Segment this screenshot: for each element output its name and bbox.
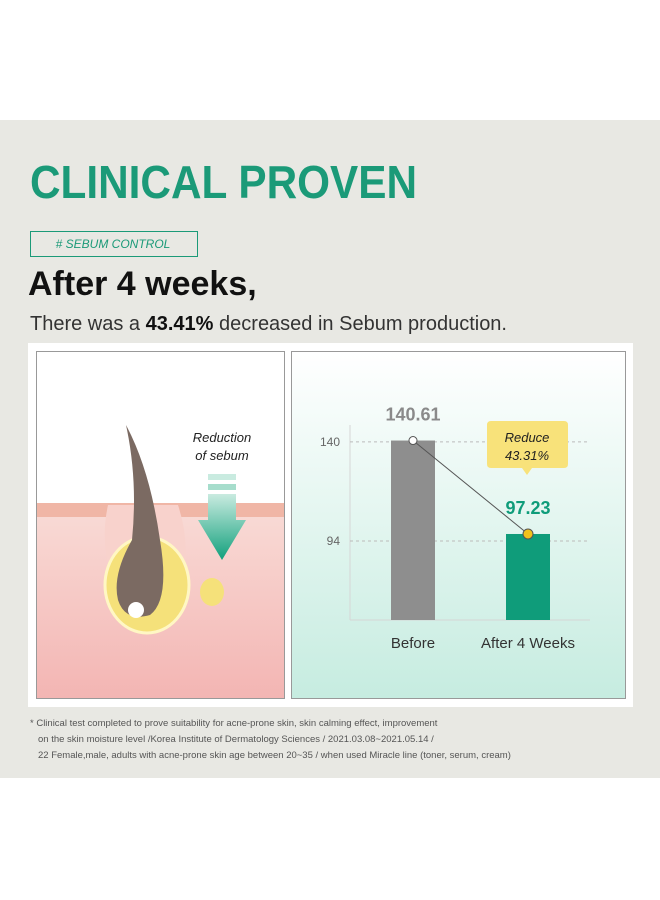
value-label: 140.61 bbox=[385, 405, 440, 425]
sebum-drop bbox=[200, 578, 224, 606]
footnote-line: * Clinical test completed to prove suita… bbox=[30, 718, 438, 729]
footnote: * Clinical test completed to prove suita… bbox=[30, 718, 511, 761]
subtitle-part: There was a bbox=[30, 313, 141, 335]
illustration: Reduction of sebum bbox=[36, 351, 285, 699]
arrow-stripe bbox=[208, 474, 236, 480]
subtitle: There was a 43.41% decreased in Sebum pr… bbox=[30, 313, 507, 335]
value-label: 97.23 bbox=[505, 498, 550, 518]
arrow bbox=[198, 494, 246, 560]
y-tick-label: 94 bbox=[327, 534, 341, 548]
hair bbox=[116, 425, 164, 617]
callout bbox=[487, 421, 568, 475]
category-label: After 4 Weeks bbox=[481, 635, 575, 652]
subtitle-part: decreased in Sebum production. bbox=[219, 313, 507, 335]
bar bbox=[391, 440, 435, 620]
tag-box bbox=[30, 231, 198, 257]
chart: 140 94 Before 140.61 After 4 Weeks 97.23 Reduc… bbox=[320, 405, 590, 652]
footnote-line: 22 Female,male, adults with acne-prone s… bbox=[38, 750, 511, 761]
annotation: 43.31% bbox=[505, 448, 549, 463]
point bbox=[408, 436, 418, 446]
chart-frame bbox=[291, 351, 626, 699]
tag: # SEBUM CONTROL bbox=[56, 237, 171, 251]
y-tick-label: 140 bbox=[320, 435, 340, 449]
point bbox=[522, 528, 534, 540]
footnote-line: on the skin moisture level /Korea Instit… bbox=[38, 734, 434, 745]
connector bbox=[412, 440, 529, 535]
bar bbox=[506, 533, 550, 620]
hair-bulb bbox=[128, 602, 144, 618]
caption: Reduction bbox=[193, 430, 252, 445]
title: CLINICAL PROVEN bbox=[30, 156, 417, 208]
category-label: Before bbox=[391, 635, 435, 652]
subtitle-highlight: 43.41% bbox=[146, 313, 214, 335]
headline: After 4 weeks, bbox=[28, 265, 257, 303]
annotation: Reduce bbox=[505, 430, 550, 445]
caption: of sebum bbox=[195, 448, 249, 463]
arrow-stripe bbox=[208, 484, 236, 490]
